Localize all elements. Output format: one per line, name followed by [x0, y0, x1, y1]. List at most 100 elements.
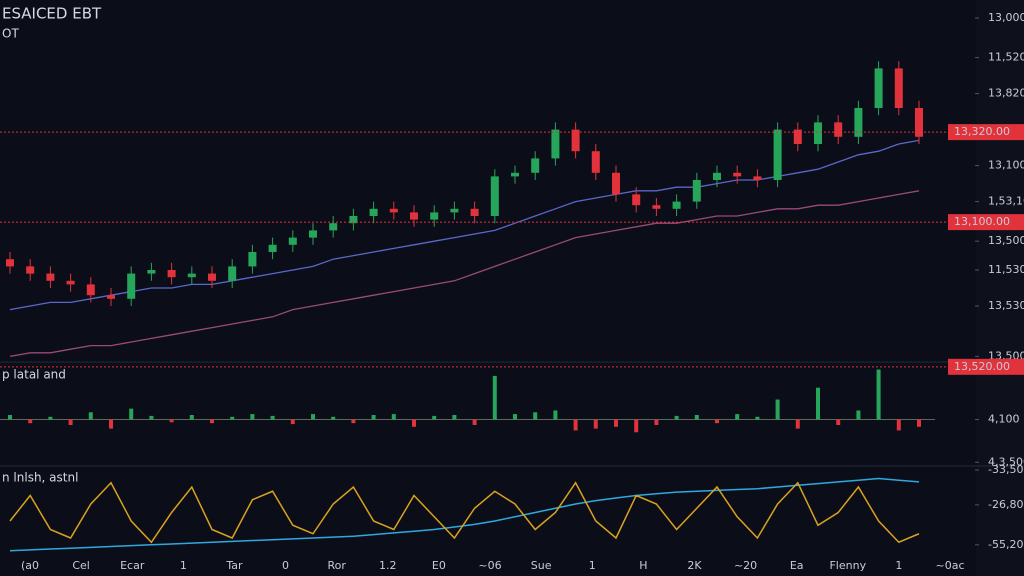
candle-body — [208, 273, 216, 281]
volume-bar — [735, 414, 740, 420]
candle-body — [834, 122, 843, 137]
price-axis — [976, 0, 1024, 576]
candle-body — [490, 176, 499, 216]
volume-bar — [614, 419, 618, 427]
candle-body — [46, 273, 55, 281]
volume-bar — [917, 419, 921, 427]
x-tick-label: ~0ac — [935, 559, 964, 572]
candle-body — [531, 158, 540, 173]
x-tick-label: Ecar — [120, 559, 145, 572]
price-label: 13,520.00 — [954, 360, 1010, 373]
candle-body — [228, 266, 237, 281]
chart-title: ESAICED EBT — [2, 5, 102, 23]
candle-body — [854, 108, 863, 137]
volume-bar — [250, 414, 255, 420]
volume-bar — [775, 399, 780, 420]
y-tick-label: 11,530 — [988, 263, 1024, 276]
x-tick-label: Cel — [72, 559, 90, 572]
volume-bar — [351, 419, 356, 424]
volume-bar — [836, 419, 841, 425]
candle-body — [450, 208, 459, 213]
candle-body — [551, 129, 560, 159]
candle-body — [147, 270, 156, 274]
price-label-box — [948, 358, 1024, 375]
x-tick-label: Ror — [327, 559, 346, 572]
candle-body — [733, 172, 742, 177]
y-tick-label: 13,530 — [988, 299, 1024, 312]
moving-average — [9, 139, 920, 311]
volume-bar — [755, 416, 760, 420]
volume-bar — [28, 419, 33, 424]
x-tick-label: ~20 — [734, 559, 757, 572]
volume-bar — [169, 419, 174, 423]
volume-bar — [634, 419, 639, 433]
candle-body — [6, 259, 14, 267]
volume-bar — [816, 387, 820, 420]
candle-body — [127, 273, 136, 299]
volume-bar — [8, 415, 12, 420]
price-label: 13,320.00 — [954, 125, 1010, 138]
y-tick-label: -55,200 — [988, 538, 1024, 551]
volume-bar — [452, 415, 457, 420]
moving-average — [9, 190, 920, 358]
candle-body — [389, 208, 398, 213]
x-tick-label: Flenny — [829, 559, 866, 572]
y-tick-label: 13,820 — [988, 87, 1024, 100]
x-tick-label: 0 — [282, 559, 289, 572]
volume-bar — [109, 419, 113, 429]
volume-bar — [68, 419, 73, 425]
x-tick-label: H — [639, 559, 647, 572]
x-tick-label: 2K — [687, 559, 702, 572]
volume-bar — [270, 415, 275, 420]
y-tick-label: 13,500 — [988, 234, 1024, 247]
candle-body — [632, 194, 641, 206]
volume-bar — [230, 416, 235, 420]
volume-bar — [553, 410, 558, 420]
x-tick-label: Tar — [225, 559, 243, 572]
candle-body — [652, 205, 661, 209]
candle-body — [511, 172, 519, 177]
volume-bar — [189, 415, 194, 420]
volume-bar — [593, 419, 598, 429]
volume-bar — [290, 419, 295, 425]
volume-bar — [331, 416, 336, 420]
candle-body — [591, 151, 600, 173]
candle-body — [692, 180, 701, 202]
volume-bar — [412, 419, 416, 427]
candle-body — [187, 273, 196, 278]
x-tick-label: 1 — [180, 559, 187, 572]
y-tick-label: 1,53,100 — [988, 195, 1024, 208]
y-tick-label: -26,800 — [988, 498, 1024, 511]
y-tick-label: 13,100 — [988, 159, 1024, 172]
candle-body — [753, 176, 762, 180]
candle-body — [915, 108, 923, 137]
volume-bar — [896, 419, 901, 431]
candle-body — [288, 237, 297, 245]
x-tick-label: Sue — [531, 559, 552, 572]
candle-body — [26, 266, 35, 274]
chart-subtitle: OT — [2, 27, 19, 41]
volume-bar — [472, 419, 477, 425]
x-tick-label: 1 — [589, 559, 596, 572]
candle-body — [814, 122, 822, 144]
volume-bar — [311, 414, 315, 420]
volume-bar — [856, 410, 861, 420]
volume-bar — [371, 415, 376, 420]
oscillator-line — [9, 477, 920, 552]
oscillator-line — [9, 481, 920, 544]
volume-bar — [533, 412, 538, 420]
candle-body — [874, 68, 883, 108]
panel-title: p latal and — [2, 368, 66, 382]
candle-body — [410, 212, 418, 220]
volume-bar — [694, 415, 699, 420]
candle-body — [268, 244, 277, 252]
candle-body — [430, 212, 439, 220]
y-tick-label: 13,000 — [988, 11, 1024, 24]
candle-body — [470, 208, 479, 216]
volume-bar — [432, 415, 437, 420]
candle-body — [349, 216, 358, 224]
volume-bar — [391, 414, 396, 420]
volume-bar — [674, 415, 679, 420]
x-tick-label: ~06 — [478, 559, 501, 572]
volume-bar — [795, 419, 800, 429]
